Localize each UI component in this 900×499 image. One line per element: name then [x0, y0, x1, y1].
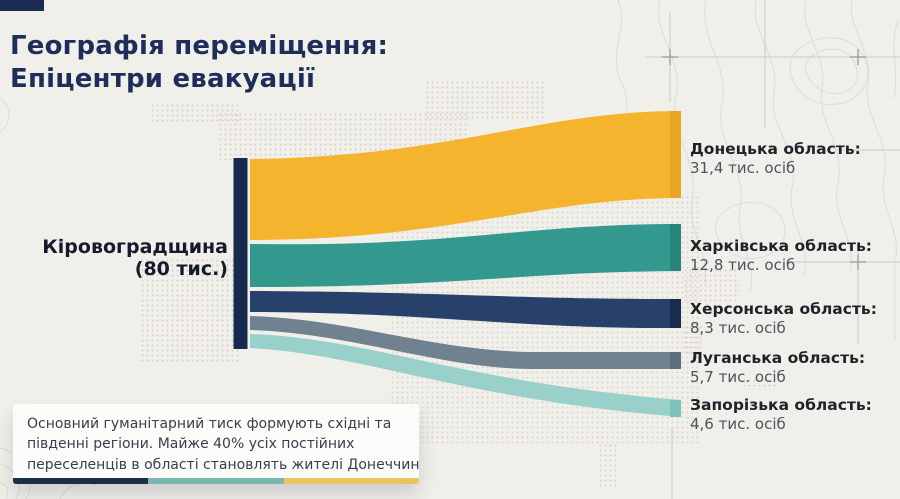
region-value: 8,3 тис. осіб — [690, 318, 786, 337]
halftone-dots — [425, 80, 545, 122]
source-node-label: Кіровоградщина (80 тис.) — [18, 236, 228, 281]
flow-label-kharkivska: Харківська область: 12,8 тис. осіб — [690, 237, 872, 275]
region-name: Харківська область: — [690, 237, 872, 255]
region-value: 5,7 тис. осіб — [690, 367, 786, 386]
source-name: Кіровоградщина — [42, 236, 228, 258]
flow-endcap-zaporizka — [670, 400, 681, 417]
title-line-1: Географія переміщення: — [10, 31, 389, 61]
flow-ribbon-kharkivska — [250, 224, 681, 287]
note-line-2: південні регіони. Майже 40% усіх постійн… — [27, 436, 355, 453]
halftone-dots — [683, 325, 705, 355]
crosshair-plus-icon — [662, 49, 866, 270]
flow-label-khersonska: Херсонська область: 8,3 тис. осіб — [690, 300, 877, 338]
region-name: Херсонська область: — [690, 300, 877, 318]
note-line-1: Основний гуманітарний тиск формують схід… — [27, 416, 392, 432]
flow-endcap-kharkivska — [670, 224, 681, 271]
flow-ribbon-donetska — [250, 111, 681, 240]
region-name: Запорізька область: — [690, 396, 872, 414]
halftone-dots — [742, 378, 777, 390]
flow-endcap-khersonska — [670, 299, 681, 328]
region-value: 12,8 тис. осіб — [690, 255, 796, 274]
page-title: Географія переміщення: Епіцентри евакуац… — [10, 30, 388, 96]
title-line-2: Епіцентри евакуації — [10, 64, 316, 95]
corner-accent-block — [0, 0, 44, 11]
note-line-3: переселенців в області становлять жителі… — [27, 456, 419, 473]
flow-ribbon-khersonska — [250, 291, 681, 329]
stripe-segment-navy — [13, 478, 149, 484]
halftone-dots — [140, 258, 240, 363]
region-name: Луганська область: — [690, 349, 866, 367]
flow-label-donetska: Донецька область: 31,4 тис. осіб — [690, 140, 861, 178]
region-value: 31,4 тис. осіб — [690, 158, 796, 177]
stripe-segment-teal — [148, 478, 284, 484]
note-text: Основний гуманітарний тиск формують схід… — [13, 404, 419, 475]
flow-ribbon-luhanska — [250, 316, 681, 369]
flow-ribbon-zaporizka — [250, 334, 681, 417]
halftone-dots — [150, 103, 240, 123]
region-name: Донецька область: — [690, 140, 861, 158]
halftone-dots — [683, 268, 740, 302]
note-card: Основний гуманітарний тиск формують схід… — [13, 404, 419, 484]
halftone-dots — [598, 443, 618, 487]
flow-endcap-donetska — [670, 111, 681, 198]
source-total: (80 тис.) — [134, 258, 228, 281]
source-node-bar — [233, 158, 248, 349]
region-value: 4,6 тис. осіб — [690, 414, 786, 433]
note-accent-stripe — [13, 478, 419, 484]
flow-label-luhanska: Луганська область: 5,7 тис. осіб — [690, 349, 865, 387]
stripe-segment-yellow — [283, 478, 419, 484]
flow-label-zaporizka: Запорізька область: 4,6 тис. осіб — [690, 396, 872, 434]
flow-endcap-luhanska — [670, 352, 681, 369]
